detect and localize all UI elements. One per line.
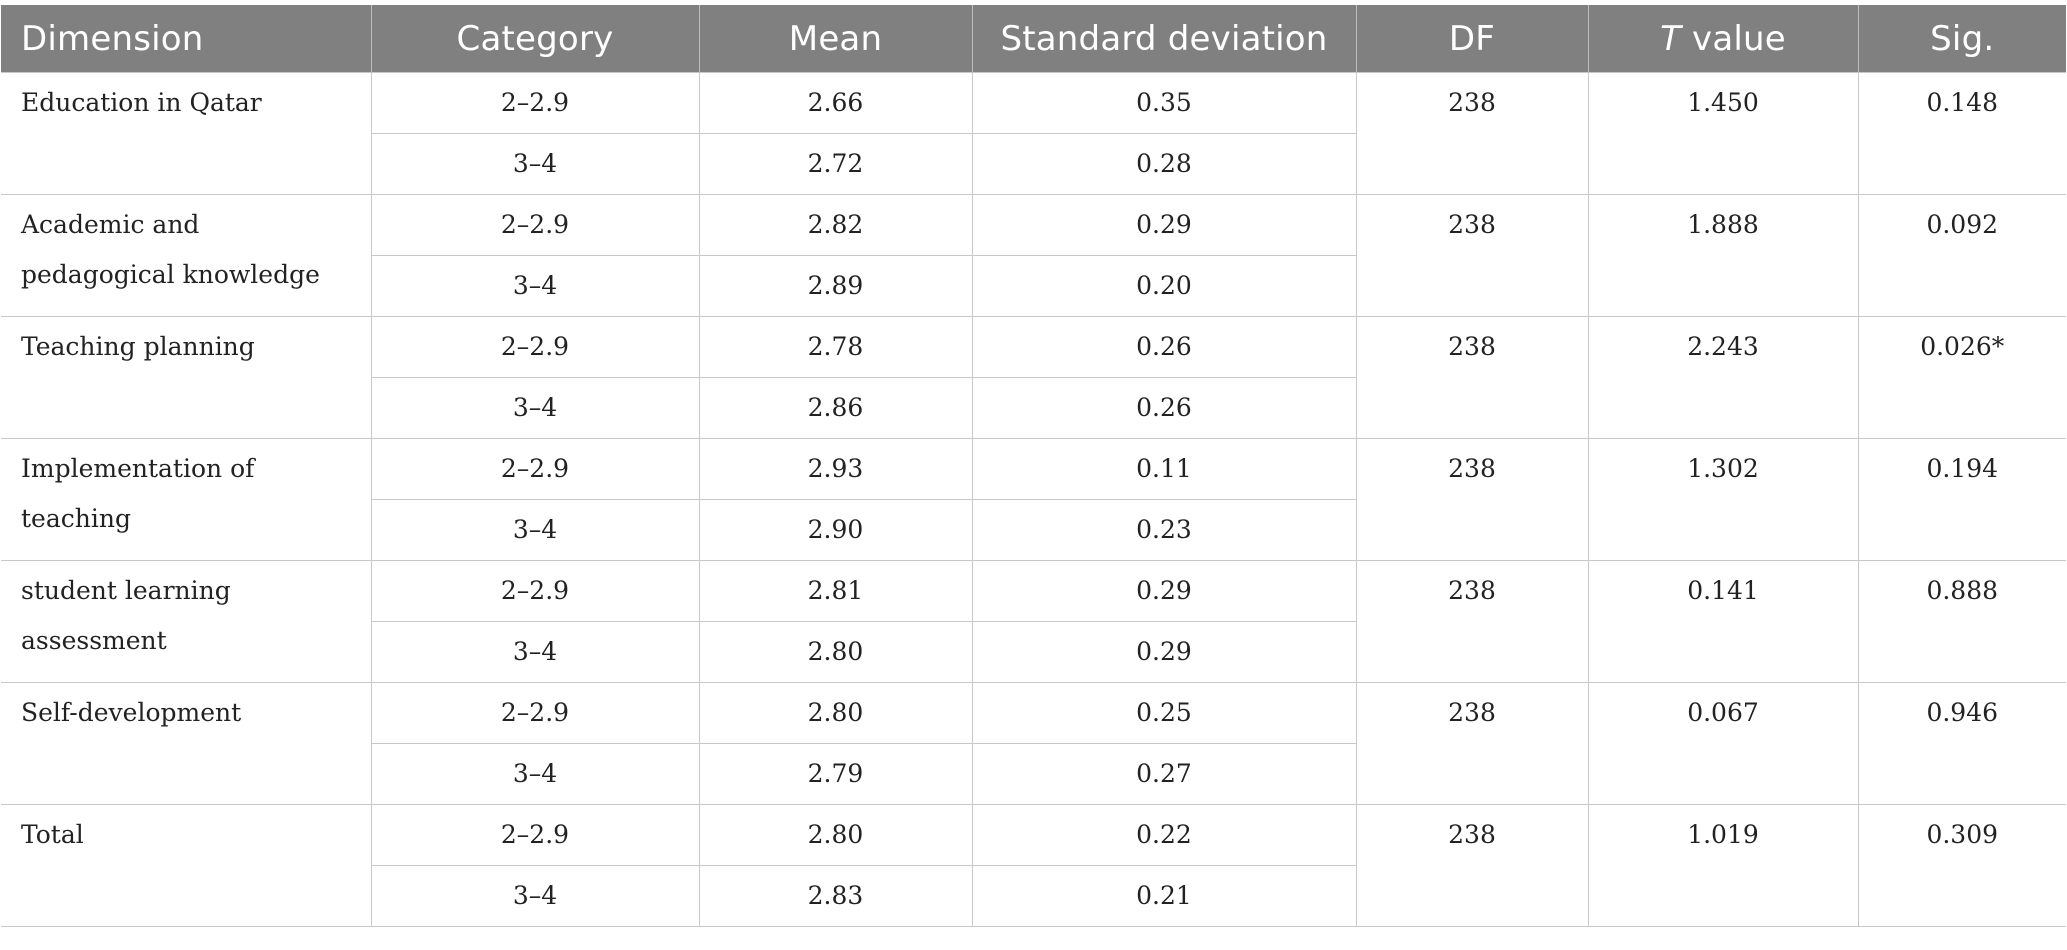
mean-cell: 2.93 <box>698 438 973 500</box>
mean-cell: 2.78 <box>698 316 973 378</box>
t-value-cell: 2.243 <box>1587 316 1859 439</box>
sd-cell: 0.27 <box>971 743 1357 805</box>
sig-cell: 0.309 <box>1857 804 2066 927</box>
sd-cell: 0.29 <box>971 194 1357 256</box>
mean-cell: 2.72 <box>698 133 973 195</box>
table-body: Education in Qatar 2–2.9 2.66 0.35 238 1… <box>1 72 2066 927</box>
category-cell: 3–4 <box>370 743 700 805</box>
sd-cell: 0.23 <box>971 499 1357 561</box>
header-t-rest: value <box>1681 18 1786 59</box>
df-cell: 238 <box>1355 438 1589 561</box>
sd-cell: 0.26 <box>971 377 1357 439</box>
sd-cell: 0.25 <box>971 682 1357 744</box>
category-cell: 2–2.9 <box>370 316 700 378</box>
category-cell: 3–4 <box>370 499 700 561</box>
mean-cell: 2.86 <box>698 377 973 439</box>
header-mean: Mean <box>698 5 972 73</box>
dimension-cell: Academic and pedagogical knowledge <box>1 194 372 317</box>
dimension-cell: student learning assessment <box>1 560 372 683</box>
sig-cell: 0.194 <box>1857 438 2066 561</box>
table-row: 3–4 2.83 0.21 <box>1 865 2066 927</box>
mean-cell: 2.90 <box>698 499 973 561</box>
sig-cell: 0.092 <box>1857 194 2066 317</box>
category-cell: 2–2.9 <box>370 804 700 866</box>
dimension-cell: Total <box>1 804 372 927</box>
table-row: 3–4 2.72 0.28 <box>1 133 2066 195</box>
sig-cell: 0.026* <box>1857 316 2066 439</box>
dimension-cell: Self-development <box>1 682 372 805</box>
sd-cell: 0.20 <box>971 255 1357 317</box>
table-row: student learning assessment 2–2.9 2.81 0… <box>1 560 2066 683</box>
sd-cell: 0.29 <box>971 621 1357 683</box>
mean-cell: 2.83 <box>698 865 973 927</box>
mean-cell: 2.80 <box>698 621 973 683</box>
header-dimension: Dimension <box>1 5 371 73</box>
df-cell: 238 <box>1355 682 1589 805</box>
df-cell: 238 <box>1355 72 1589 195</box>
header-t-value: T value <box>1587 5 1858 73</box>
mean-cell: 2.82 <box>698 194 973 256</box>
t-value-cell: 1.302 <box>1587 438 1859 561</box>
t-value-cell: 0.067 <box>1587 682 1859 805</box>
mean-cell: 2.80 <box>698 804 973 866</box>
t-value-cell: 1.888 <box>1587 194 1859 317</box>
table-row: Self-development 2–2.9 2.80 0.25 238 0.0… <box>1 682 2066 805</box>
df-cell: 238 <box>1355 194 1589 317</box>
sd-cell: 0.22 <box>971 804 1357 866</box>
mean-cell: 2.66 <box>698 72 973 134</box>
dimension-cell: Implementation of teaching <box>1 438 372 561</box>
header-df: DF <box>1355 5 1588 73</box>
header-t-italic: T <box>1660 18 1682 59</box>
sig-cell: 0.946 <box>1857 682 2066 805</box>
t-value-cell: 1.450 <box>1587 72 1859 195</box>
category-cell: 3–4 <box>370 865 700 927</box>
dimension-cell: Teaching planning <box>1 316 372 439</box>
sig-cell: 0.148 <box>1857 72 2066 195</box>
t-value-cell: 1.019 <box>1587 804 1859 927</box>
table-row: Academic and pedagogical knowledge 2–2.9… <box>1 194 2066 317</box>
category-cell: 3–4 <box>370 133 700 195</box>
category-cell: 2–2.9 <box>370 72 700 134</box>
category-cell: 2–2.9 <box>370 560 700 622</box>
mean-cell: 2.79 <box>698 743 973 805</box>
table-row: 3–4 2.79 0.27 <box>1 743 2066 805</box>
sd-cell: 0.11 <box>971 438 1357 500</box>
table-row: 3–4 2.90 0.23 <box>1 499 2066 561</box>
df-cell: 238 <box>1355 560 1589 683</box>
sd-cell: 0.26 <box>971 316 1357 378</box>
table-row: Implementation of teaching 2–2.9 2.93 0.… <box>1 438 2066 561</box>
category-cell: 2–2.9 <box>370 682 700 744</box>
sd-cell: 0.28 <box>971 133 1357 195</box>
category-cell: 3–4 <box>370 621 700 683</box>
df-cell: 238 <box>1355 804 1589 927</box>
category-cell: 2–2.9 <box>370 194 700 256</box>
category-cell: 3–4 <box>370 255 700 317</box>
mean-cell: 2.80 <box>698 682 973 744</box>
sd-cell: 0.35 <box>971 72 1357 134</box>
table-row: Total 2–2.9 2.80 0.22 238 1.019 0.309 <box>1 804 2066 927</box>
mean-cell: 2.89 <box>698 255 973 317</box>
t-value-cell: 0.141 <box>1587 560 1859 683</box>
header-category: Category <box>370 5 699 73</box>
sig-cell: 0.888 <box>1857 560 2066 683</box>
header-row: Dimension Category Mean Standard deviati… <box>1 5 2066 73</box>
table-row: 3–4 2.80 0.29 <box>1 621 2066 683</box>
mean-cell: 2.81 <box>698 560 973 622</box>
statistics-table: Dimension Category Mean Standard deviati… <box>1 5 2066 927</box>
sd-cell: 0.29 <box>971 560 1357 622</box>
sd-cell: 0.21 <box>971 865 1357 927</box>
category-cell: 3–4 <box>370 377 700 439</box>
df-cell: 238 <box>1355 316 1589 439</box>
table-row: Teaching planning 2–2.9 2.78 0.26 238 2.… <box>1 316 2066 439</box>
category-cell: 2–2.9 <box>370 438 700 500</box>
table-header: Dimension Category Mean Standard deviati… <box>1 5 2066 73</box>
header-sig: Sig. <box>1857 5 2066 73</box>
dimension-cell: Education in Qatar <box>1 72 372 195</box>
table-row: Education in Qatar 2–2.9 2.66 0.35 238 1… <box>1 72 2066 195</box>
header-standard-deviation: Standard deviation <box>971 5 1356 73</box>
